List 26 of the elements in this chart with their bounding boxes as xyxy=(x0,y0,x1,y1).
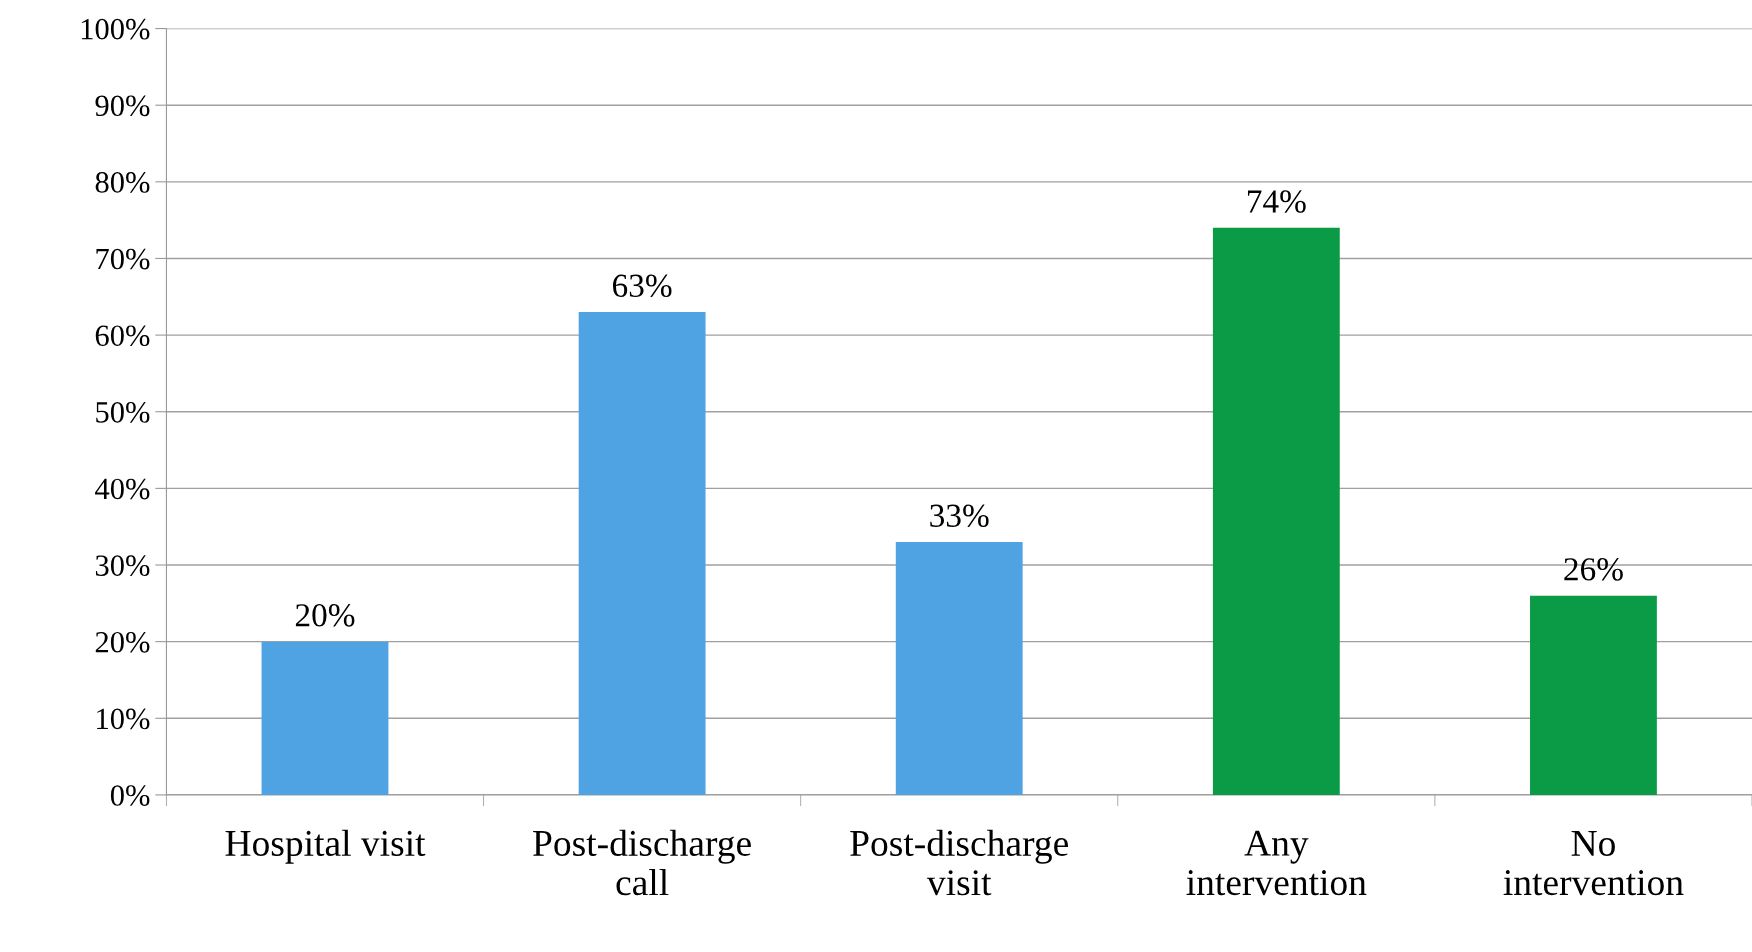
y-tick-label: 70% xyxy=(96,248,150,270)
bar xyxy=(261,641,389,795)
data-label: 26% xyxy=(1564,558,1623,581)
bar xyxy=(895,542,1023,795)
bar xyxy=(578,312,706,795)
x-tick-label: No intervention xyxy=(1503,831,1684,896)
x-tick-label: Post-discharge call xyxy=(533,829,751,896)
bar xyxy=(1530,595,1657,795)
y-tick-label: 30% xyxy=(95,555,150,577)
y-tick-label: 40% xyxy=(95,478,150,500)
y-tick-label: 60% xyxy=(95,325,150,347)
data-label: 20% xyxy=(295,604,355,627)
data-label: 63% xyxy=(612,274,672,298)
y-tick-label: 50% xyxy=(96,402,150,423)
x-tick-label: Post-discharge visit xyxy=(850,829,1068,896)
y-tick-label: 0% xyxy=(110,785,150,806)
y-tick-label: 90% xyxy=(95,95,150,117)
data-label: 74% xyxy=(1247,190,1306,213)
x-tick-label: Any intervention xyxy=(1186,830,1367,896)
data-label: 33% xyxy=(930,504,989,528)
y-tick-label: 10% xyxy=(97,708,150,730)
y-tick-label: 20% xyxy=(95,631,150,653)
y-tick-label: 80% xyxy=(95,172,150,193)
x-tick-label: Hospital visit xyxy=(225,829,426,864)
y-tick-label: 100% xyxy=(81,18,150,40)
bar xyxy=(1212,227,1340,795)
